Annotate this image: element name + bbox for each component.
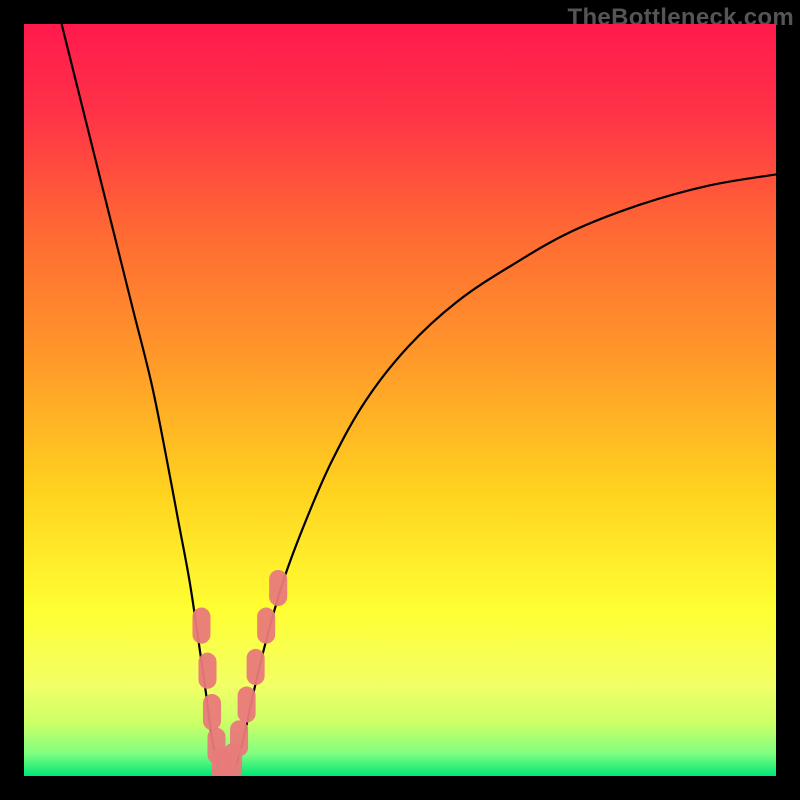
curve-marker	[269, 570, 287, 606]
chart-frame: TheBottleneck.com	[0, 0, 800, 800]
curve-marker	[238, 687, 256, 723]
curve-marker	[230, 720, 248, 756]
curve-marker	[257, 608, 275, 644]
chart-background	[24, 24, 776, 776]
chart-plot-area	[24, 24, 776, 776]
curve-marker	[203, 694, 221, 730]
curve-marker	[192, 608, 210, 644]
curve-marker	[198, 653, 216, 689]
chart-svg	[24, 24, 776, 776]
curve-marker	[247, 649, 265, 685]
